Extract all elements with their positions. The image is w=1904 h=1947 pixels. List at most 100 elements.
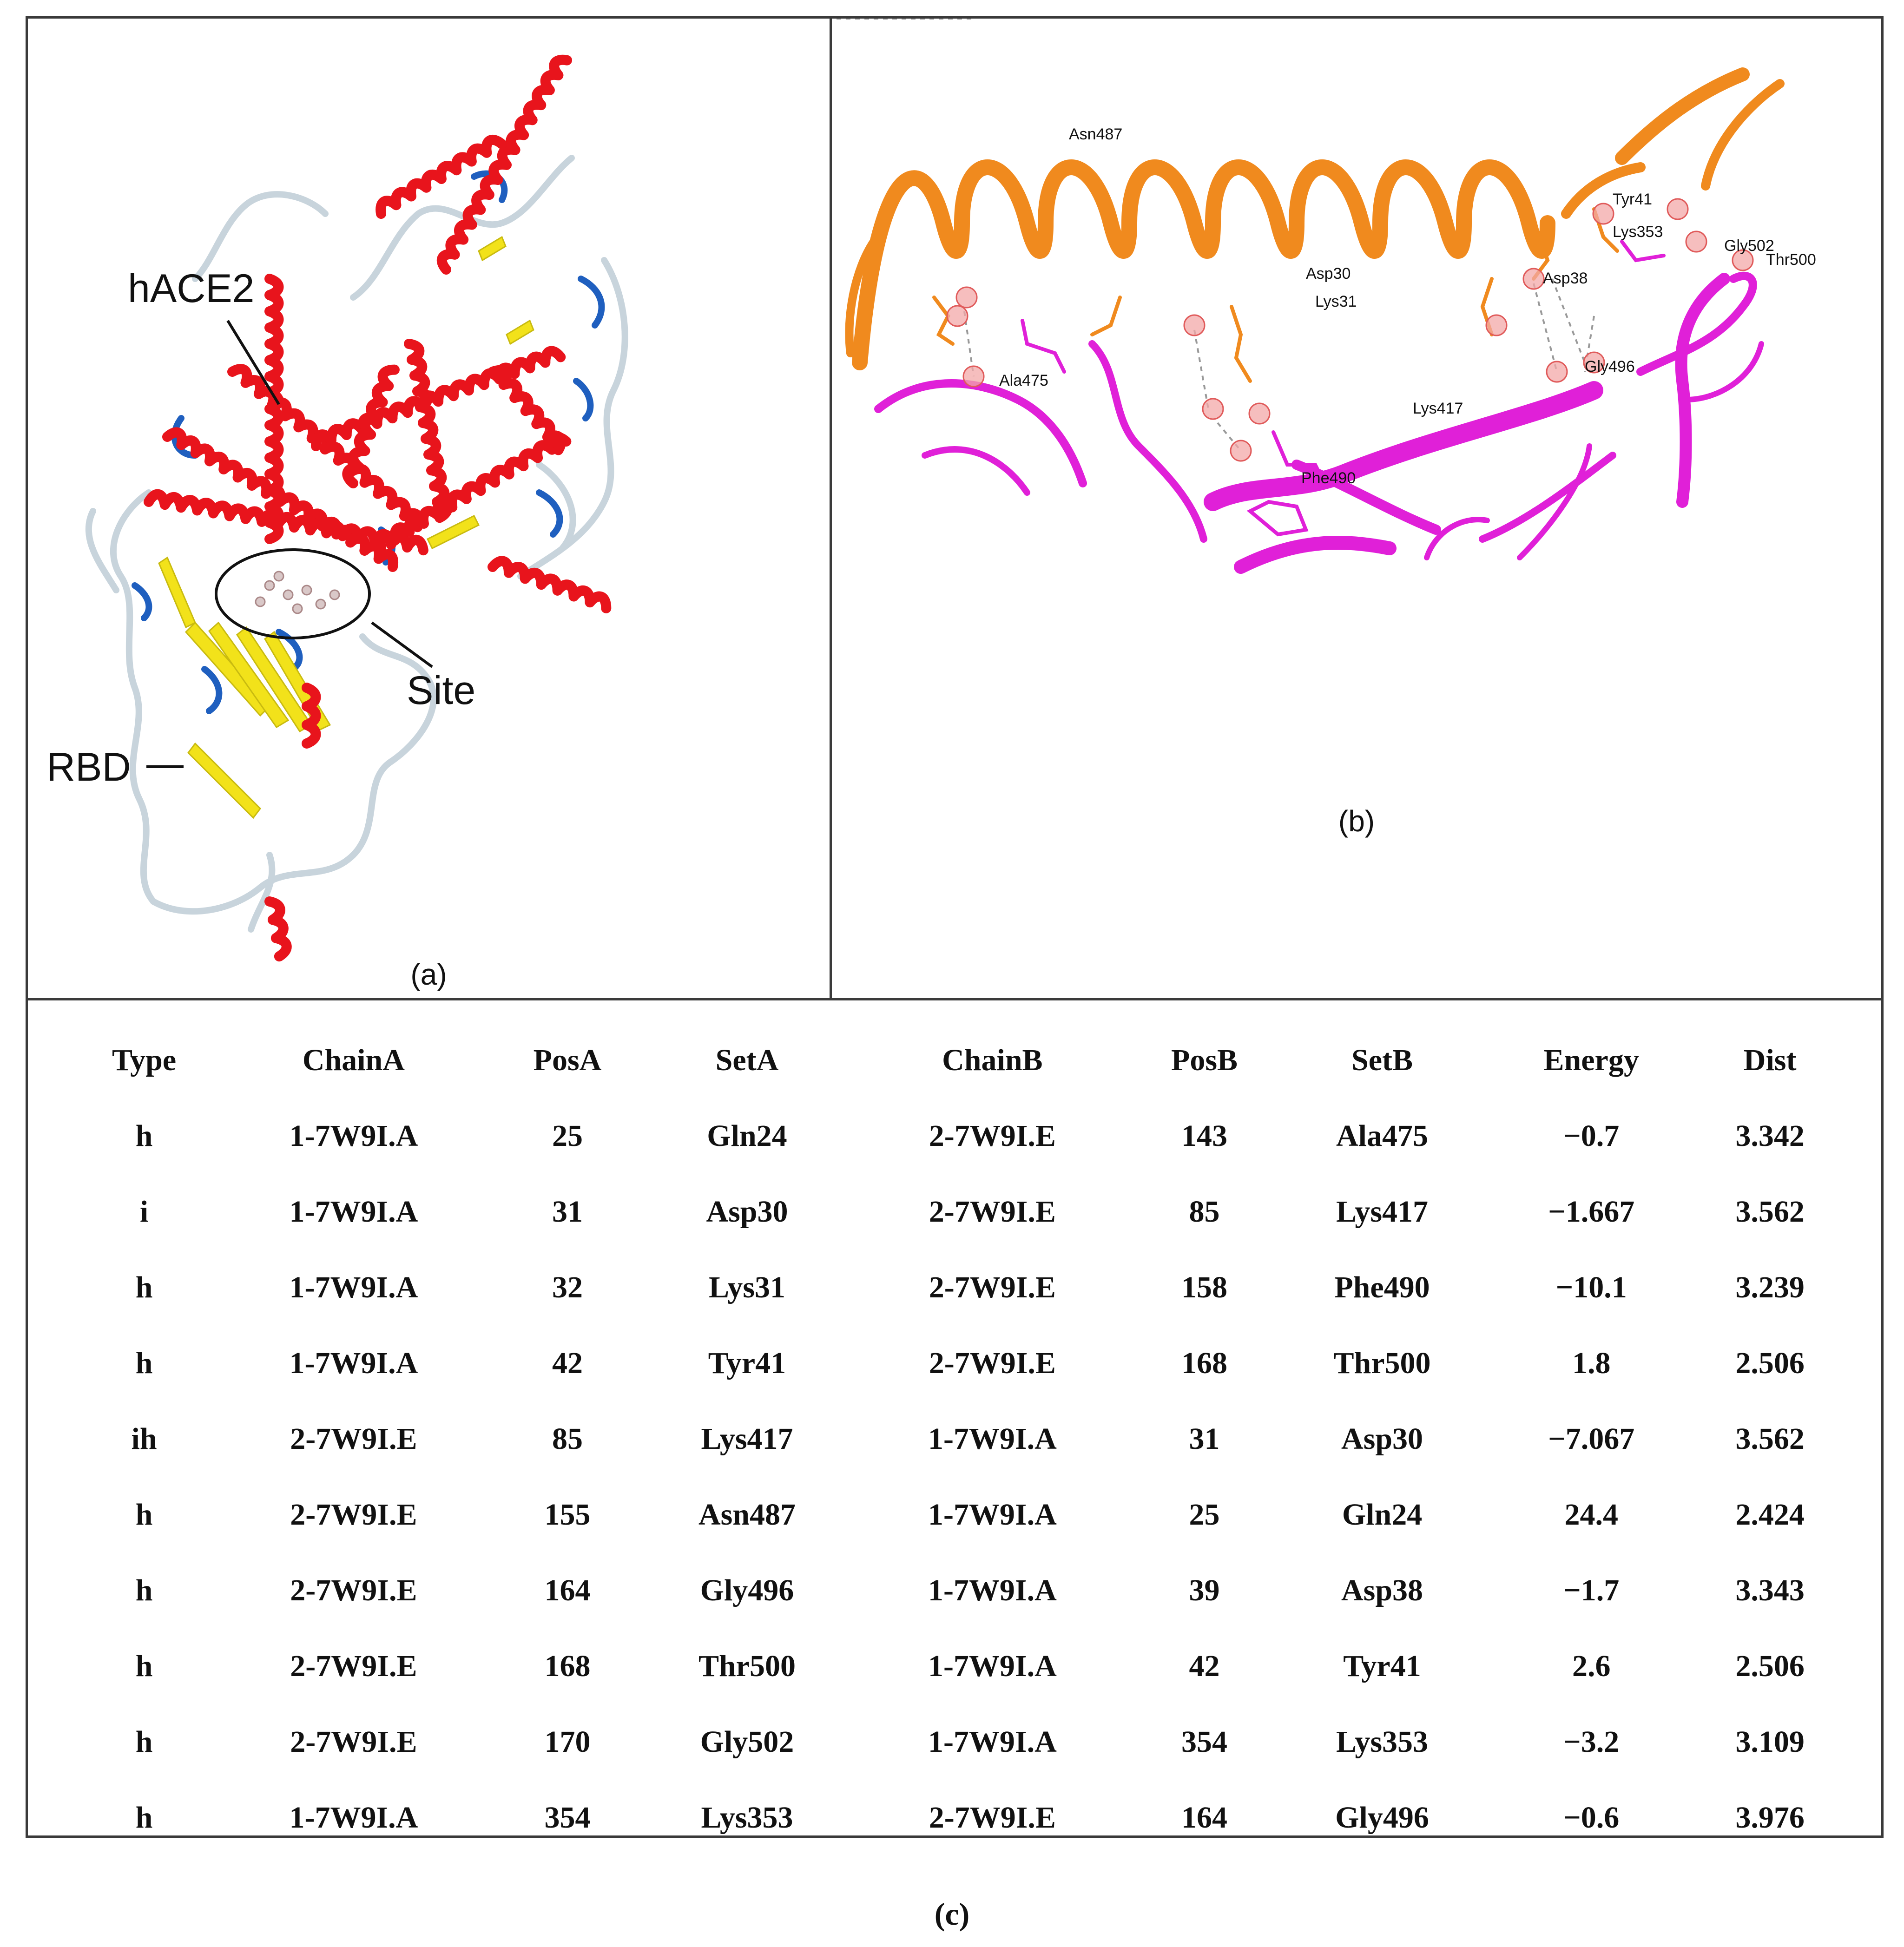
table-cell-posb: 158	[1181, 1270, 1228, 1304]
table-cell-posa: 164	[544, 1573, 591, 1607]
table-cell-dist: 2.506	[1735, 1346, 1805, 1380]
table-row: h 1-7W9I.A 32 Lys31 2-7W9I.E 158 Phe490 −10.1 3.…	[74, 1250, 1845, 1325]
table-row: ih 2-7W9I.E 85 Lys417 1-7W9I.A 31 Asp30 −7.067 3…	[74, 1401, 1845, 1477]
panel-divider-vertical	[830, 16, 832, 1000]
table-cell-setb: Thr500	[1333, 1346, 1431, 1380]
table-cell-posa: 31	[552, 1194, 583, 1229]
alpha-helix	[264, 896, 292, 962]
table-cell-chainb: 2-7W9I.E	[929, 1346, 1056, 1380]
hace2-leader-line	[226, 320, 280, 405]
alpha-helix	[404, 339, 453, 523]
table-row: h 1-7W9I.A 354 Lys353 2-7W9I.E 164 Gly496 −0.6 3…	[74, 1780, 1845, 1855]
residue-label: Phe490	[1301, 469, 1356, 487]
table-cell-seta: Lys353	[701, 1800, 793, 1835]
table-cell-chaina: 2-7W9I.E	[290, 1421, 417, 1456]
table-cell-setb: Asp38	[1341, 1573, 1423, 1607]
table-cell-posa: 32	[552, 1270, 583, 1304]
table-cell-dist: 3.342	[1735, 1118, 1805, 1153]
table-cell-posa: 354	[544, 1800, 591, 1835]
site-label: Site	[407, 668, 475, 713]
hace2-label: hACE2	[128, 266, 255, 311]
table-cell-chaina: 1-7W9I.A	[289, 1800, 418, 1835]
table-row: i 1-7W9I.A 31 Asp30 2-7W9I.E 85 Lys417 −1.667 3.…	[74, 1174, 1845, 1250]
column-header-type: Type	[112, 1043, 177, 1077]
table-cell-posb: 164	[1181, 1800, 1228, 1835]
table-cell-type: h	[135, 1346, 153, 1380]
table-cell-chainb: 2-7W9I.E	[929, 1270, 1056, 1304]
column-header-dist: Dist	[1743, 1043, 1797, 1077]
table-cell-chainb: 1-7W9I.A	[928, 1497, 1057, 1532]
table-cell-seta: Thr500	[698, 1649, 796, 1683]
residue-label: Gly502	[1724, 237, 1774, 255]
table-cell-energy: −10.1	[1555, 1270, 1627, 1304]
table-cell-posb: 168	[1181, 1346, 1228, 1380]
table-cell-dist: 3.239	[1735, 1270, 1805, 1304]
column-header-setb: SetB	[1351, 1043, 1413, 1077]
table-cell-seta: Gly496	[700, 1573, 794, 1607]
table-cell-posb: 25	[1189, 1497, 1220, 1532]
table-row: h 2-7W9I.E 168 Thr500 1-7W9I.A 42 Tyr41 2.6 2.50…	[74, 1628, 1845, 1704]
table-cell-setb: Gly496	[1335, 1800, 1429, 1835]
table-cell-setb: Gln24	[1342, 1497, 1423, 1532]
table-cell-seta: Gly502	[700, 1724, 794, 1759]
table-cell-dist: 3.343	[1735, 1573, 1805, 1607]
table-cell-seta: Asp30	[706, 1194, 788, 1229]
column-header-posa: PosA	[533, 1043, 602, 1077]
panel-divider-horizontal	[26, 998, 1884, 1000]
residue-label: Tyr41	[1613, 191, 1652, 208]
table-cell-seta: Asn487	[698, 1497, 796, 1532]
table-cell-type: h	[135, 1118, 153, 1153]
table-cell-setb: Lys417	[1336, 1194, 1429, 1229]
table-cell-type: h	[135, 1649, 153, 1683]
alpha-helix	[342, 364, 400, 488]
column-header-seta: SetA	[715, 1043, 779, 1077]
table-header-row: Type ChainA PosA SetA ChainB PosB SetB Energy Di…	[74, 1022, 1845, 1098]
table-cell-energy: 24.4	[1564, 1497, 1618, 1532]
table-row: h 2-7W9I.E 164 Gly496 1-7W9I.A 39 Asp38 −1.7 3.3…	[74, 1552, 1845, 1628]
table-cell-energy: −1.7	[1563, 1573, 1620, 1607]
residue-label: Thr500	[1766, 251, 1816, 269]
table-cell-chainb: 2-7W9I.E	[929, 1800, 1056, 1835]
table-cell-posb: 354	[1181, 1724, 1228, 1759]
table-cell-posa: 170	[544, 1724, 591, 1759]
table-cell-chaina: 2-7W9I.E	[290, 1573, 417, 1607]
table-cell-posb: 85	[1189, 1194, 1220, 1229]
alpha-helix	[227, 364, 424, 533]
alpha-helix	[488, 556, 612, 613]
table-cell-chainb: 1-7W9I.A	[928, 1649, 1057, 1683]
table-cell-chainb: 1-7W9I.A	[928, 1573, 1057, 1607]
table-row: h 1-7W9I.A 25 Gln24 2-7W9I.E 143 Ala475 −0.7 3.3…	[74, 1098, 1845, 1174]
panel-a-caption: (a)	[410, 958, 447, 991]
table-row: h 1-7W9I.A 42 Tyr41 2-7W9I.E 168 Thr500 1.8 2.50…	[74, 1325, 1845, 1401]
residue-label: Asp30	[1306, 265, 1351, 283]
table-cell-dist: 2.506	[1735, 1649, 1805, 1683]
table-cell-setb: Tyr41	[1343, 1649, 1421, 1683]
table-cell-seta: Lys31	[708, 1270, 786, 1304]
table-cell-dist: 3.109	[1735, 1724, 1805, 1759]
alpha-helix	[144, 489, 428, 556]
table-cell-seta: Tyr41	[708, 1346, 786, 1380]
table-cell-dist: 2.424	[1735, 1497, 1805, 1532]
table-cell-type: h	[135, 1497, 153, 1532]
residue-label: Gly496	[1585, 358, 1635, 375]
residue-label: Asp38	[1543, 270, 1588, 287]
column-header-posb: PosB	[1171, 1043, 1238, 1077]
table-cell-dist: 3.562	[1735, 1421, 1805, 1456]
table-cell-setb: Asp30	[1341, 1421, 1423, 1456]
table-cell-setb: Lys353	[1336, 1724, 1429, 1759]
table-cell-energy: 2.6	[1572, 1649, 1611, 1683]
interface-closeup-image: Asn487 Ala475 Asp30 Lys31 Lys417 Phe490 Asp38 G…	[832, 19, 1816, 574]
table-cell-posb: 42	[1189, 1649, 1220, 1683]
table-body: h 1-7W9I.A 25 Gln24 2-7W9I.E 143 Ala475 −0.7 3.3…	[74, 1098, 1845, 1855]
column-header-chainb: ChainB	[942, 1043, 1043, 1077]
table-cell-posa: 42	[552, 1346, 583, 1380]
rbd-label: RBD	[46, 745, 131, 789]
table-cell-posa: 155	[544, 1497, 591, 1532]
residue-label: Lys31	[1315, 293, 1357, 310]
table-row: h 2-7W9I.E 170 Gly502 1-7W9I.A 354 Lys353 −3.2 3…	[74, 1704, 1845, 1780]
residue-label: Lys353	[1613, 223, 1663, 241]
table-cell-chaina: 2-7W9I.E	[290, 1724, 417, 1759]
residue-label: Ala475	[999, 372, 1048, 389]
table-cell-setb: Phe490	[1334, 1270, 1430, 1304]
panel-c-caption: (c)	[934, 1896, 970, 1932]
